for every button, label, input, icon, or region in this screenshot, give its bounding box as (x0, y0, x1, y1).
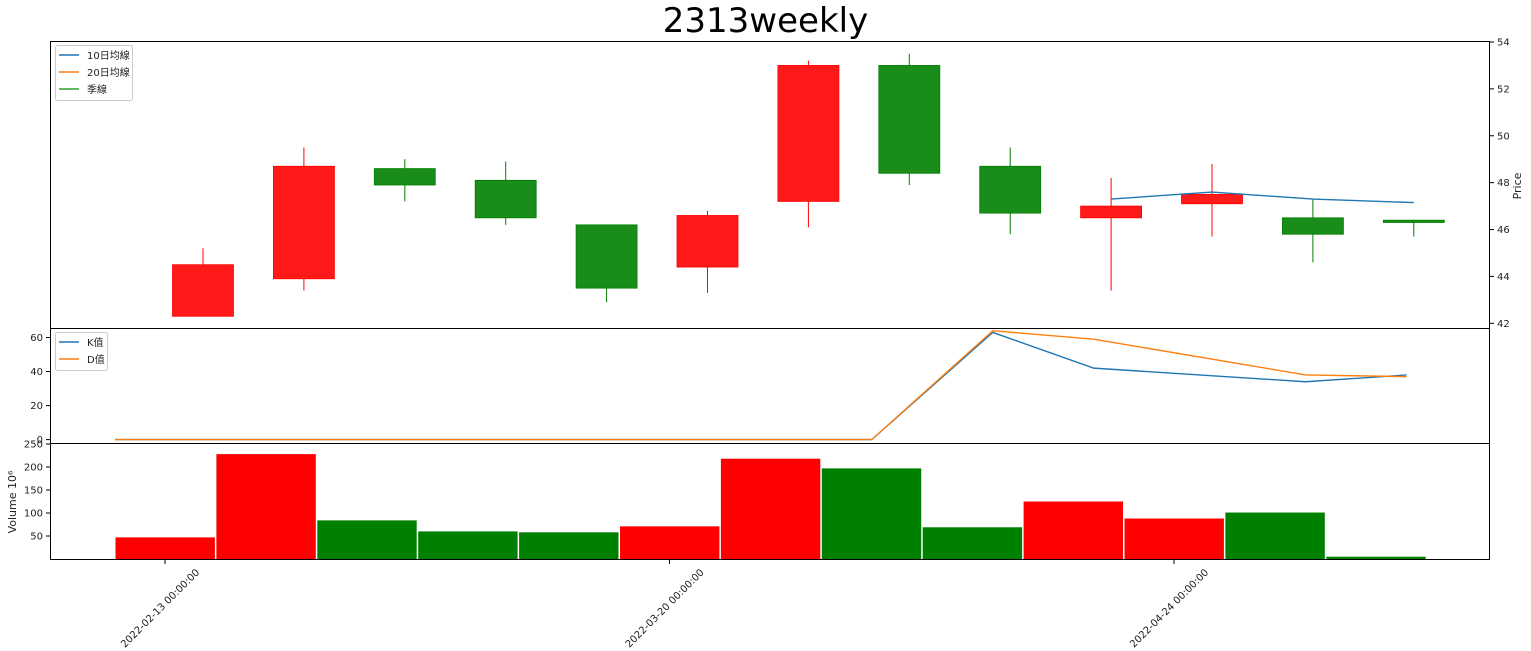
candle-body (272, 165, 335, 280)
volume-tick-label: 150 (24, 486, 43, 497)
price-tick-label: 50 (1497, 131, 1510, 142)
price-axis-label: Price (1511, 172, 1524, 199)
candle-body (1181, 193, 1243, 205)
candle-body (1282, 217, 1344, 235)
volume-tick-label: 250 (24, 440, 43, 451)
x-tick-label: 2022-02-13 00:00:00 (119, 567, 202, 650)
price-legend: 10日均線 20日均線 季線 (55, 45, 133, 101)
candle-body (878, 65, 941, 174)
candle-body (373, 168, 436, 186)
candle-body (575, 224, 638, 289)
x-tick-label: 2022-03-20 00:00:00 (624, 567, 707, 650)
candle-body (474, 179, 537, 219)
volume-bar (519, 532, 619, 559)
price-tick-label: 46 (1497, 225, 1510, 236)
volume-bar (1023, 501, 1123, 559)
volume-bar (317, 520, 417, 559)
price-panel: 42 44 46 48 50 52 54 Price 10日均線 20日均線 季線 (50, 38, 1524, 330)
volume-bar (1225, 512, 1325, 559)
price-panel-frame (50, 41, 1490, 329)
kd-lines (115, 329, 1407, 441)
legend-label-ma20: 20日均線 (87, 66, 130, 79)
chart-title: 2313weekly (662, 1, 869, 41)
volume-bar (821, 468, 922, 559)
legend-label-ma10: 10日均線 (87, 49, 130, 62)
x-axis: 2022-02-13 00:00:00 2022-03-20 00:00:00 20… (119, 560, 1211, 650)
kd-panel-frame (50, 328, 1490, 444)
volume-y-axis: 50 100 150 200 250 (24, 440, 50, 543)
legend-label-d: D值 (87, 353, 105, 366)
price-tick-label: 48 (1497, 178, 1510, 189)
price-tick-label: 54 (1497, 38, 1510, 49)
candle-body (777, 65, 840, 202)
volume-bar (115, 537, 215, 559)
price-tick-label: 52 (1497, 84, 1510, 95)
kd-y-axis: 0 20 40 60 (30, 333, 50, 446)
candlesticks (172, 53, 1445, 317)
ma10-line (1111, 191, 1414, 204)
volume-bar (922, 527, 1023, 559)
volume-bar (620, 526, 720, 559)
price-tick-label: 42 (1497, 319, 1510, 330)
kd-tick-label: 20 (30, 401, 43, 412)
volume-panel-frame (50, 443, 1490, 560)
volume-bar (1326, 556, 1426, 559)
volume-bars (115, 454, 1426, 559)
volume-bar (1124, 518, 1224, 559)
volume-bar (418, 531, 518, 559)
volume-tick-label: 100 (24, 509, 43, 520)
volume-bar (216, 454, 316, 559)
volume-tick-label: 200 (24, 463, 43, 474)
kd-tick-label: 60 (30, 333, 43, 344)
candle-body (676, 215, 739, 268)
kd-panel: 0 20 40 60 K值 D值 (30, 328, 1490, 446)
volume-axis-label: Volume 10⁶ (6, 470, 19, 533)
price-tick-label: 44 (1497, 272, 1510, 283)
kd-tick-label: 40 (30, 367, 43, 378)
candle-body (1382, 219, 1445, 223)
legend-label-season: 季線 (87, 83, 107, 96)
k-line (115, 331, 1407, 441)
candle-body (979, 165, 1042, 214)
candle-body (172, 264, 234, 317)
kd-tick-label: 0 (37, 435, 43, 446)
d-line (115, 329, 1407, 441)
moving-averages (1111, 191, 1414, 204)
price-y-axis: 42 44 46 48 50 52 54 (1490, 38, 1510, 330)
kd-legend: K值 D值 (55, 332, 108, 371)
volume-panel: 50 100 150 200 250 Volume 10⁶ (6, 440, 1490, 560)
legend-label-k: K值 (87, 336, 104, 349)
x-tick-label: 2022-04-24 00:00:00 (1128, 567, 1211, 650)
volume-bar (720, 458, 821, 559)
candle-body (1080, 205, 1142, 219)
volume-tick-label: 50 (30, 532, 43, 543)
